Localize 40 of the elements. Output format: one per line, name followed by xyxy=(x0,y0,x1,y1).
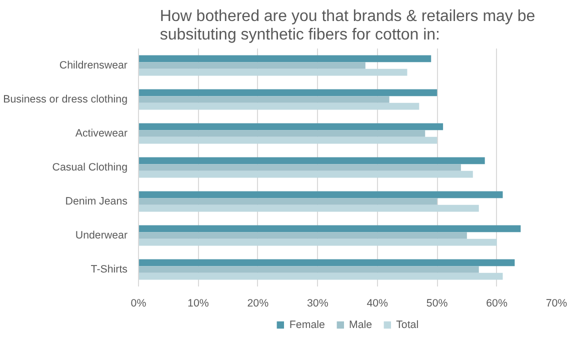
legend-label: Female xyxy=(289,318,325,330)
x-tick-label: 20% xyxy=(247,298,270,310)
bar xyxy=(138,204,479,212)
chart-title: How bothered are you that brands & retailers may be subsituting synthetic fibers for cotton in: xyxy=(160,8,536,44)
bar xyxy=(138,259,515,266)
y-tick-label: Casual Clothing xyxy=(52,162,128,174)
y-tick-label: Underwear xyxy=(75,230,128,242)
bar xyxy=(138,89,438,96)
y-tick-label: T-Shirts xyxy=(90,264,128,276)
bar xyxy=(138,130,426,137)
x-tick-label: 40% xyxy=(366,298,389,310)
bar xyxy=(138,123,444,130)
bar xyxy=(138,238,497,246)
bar xyxy=(138,198,438,205)
bar xyxy=(138,136,438,144)
x-tick-label: 70% xyxy=(546,298,568,310)
bar xyxy=(138,225,521,232)
bar xyxy=(138,164,461,171)
y-tick-label: Childrenswear xyxy=(59,60,128,72)
y-tick-label: Business or dress clothing xyxy=(3,94,128,106)
bar xyxy=(138,157,485,164)
x-tick-label: 30% xyxy=(306,298,329,310)
bar xyxy=(138,266,479,273)
x-tick-label: 0% xyxy=(130,298,147,310)
x-tick-label: 60% xyxy=(486,298,508,310)
x-tick-label: 10% xyxy=(188,298,210,310)
bar xyxy=(138,102,420,110)
y-tick-label: Denim Jeans xyxy=(65,196,128,208)
bar xyxy=(138,272,503,280)
bar xyxy=(138,62,366,69)
x-tick-label: 50% xyxy=(426,298,448,310)
legend-label: Total xyxy=(396,318,419,330)
bar xyxy=(138,170,473,178)
legend-label: Male xyxy=(348,318,372,330)
bar xyxy=(138,96,390,103)
y-tick-label: Activewear xyxy=(75,128,128,140)
bar xyxy=(138,232,467,239)
bar xyxy=(138,55,432,62)
bar xyxy=(138,191,503,198)
bar xyxy=(138,68,408,76)
